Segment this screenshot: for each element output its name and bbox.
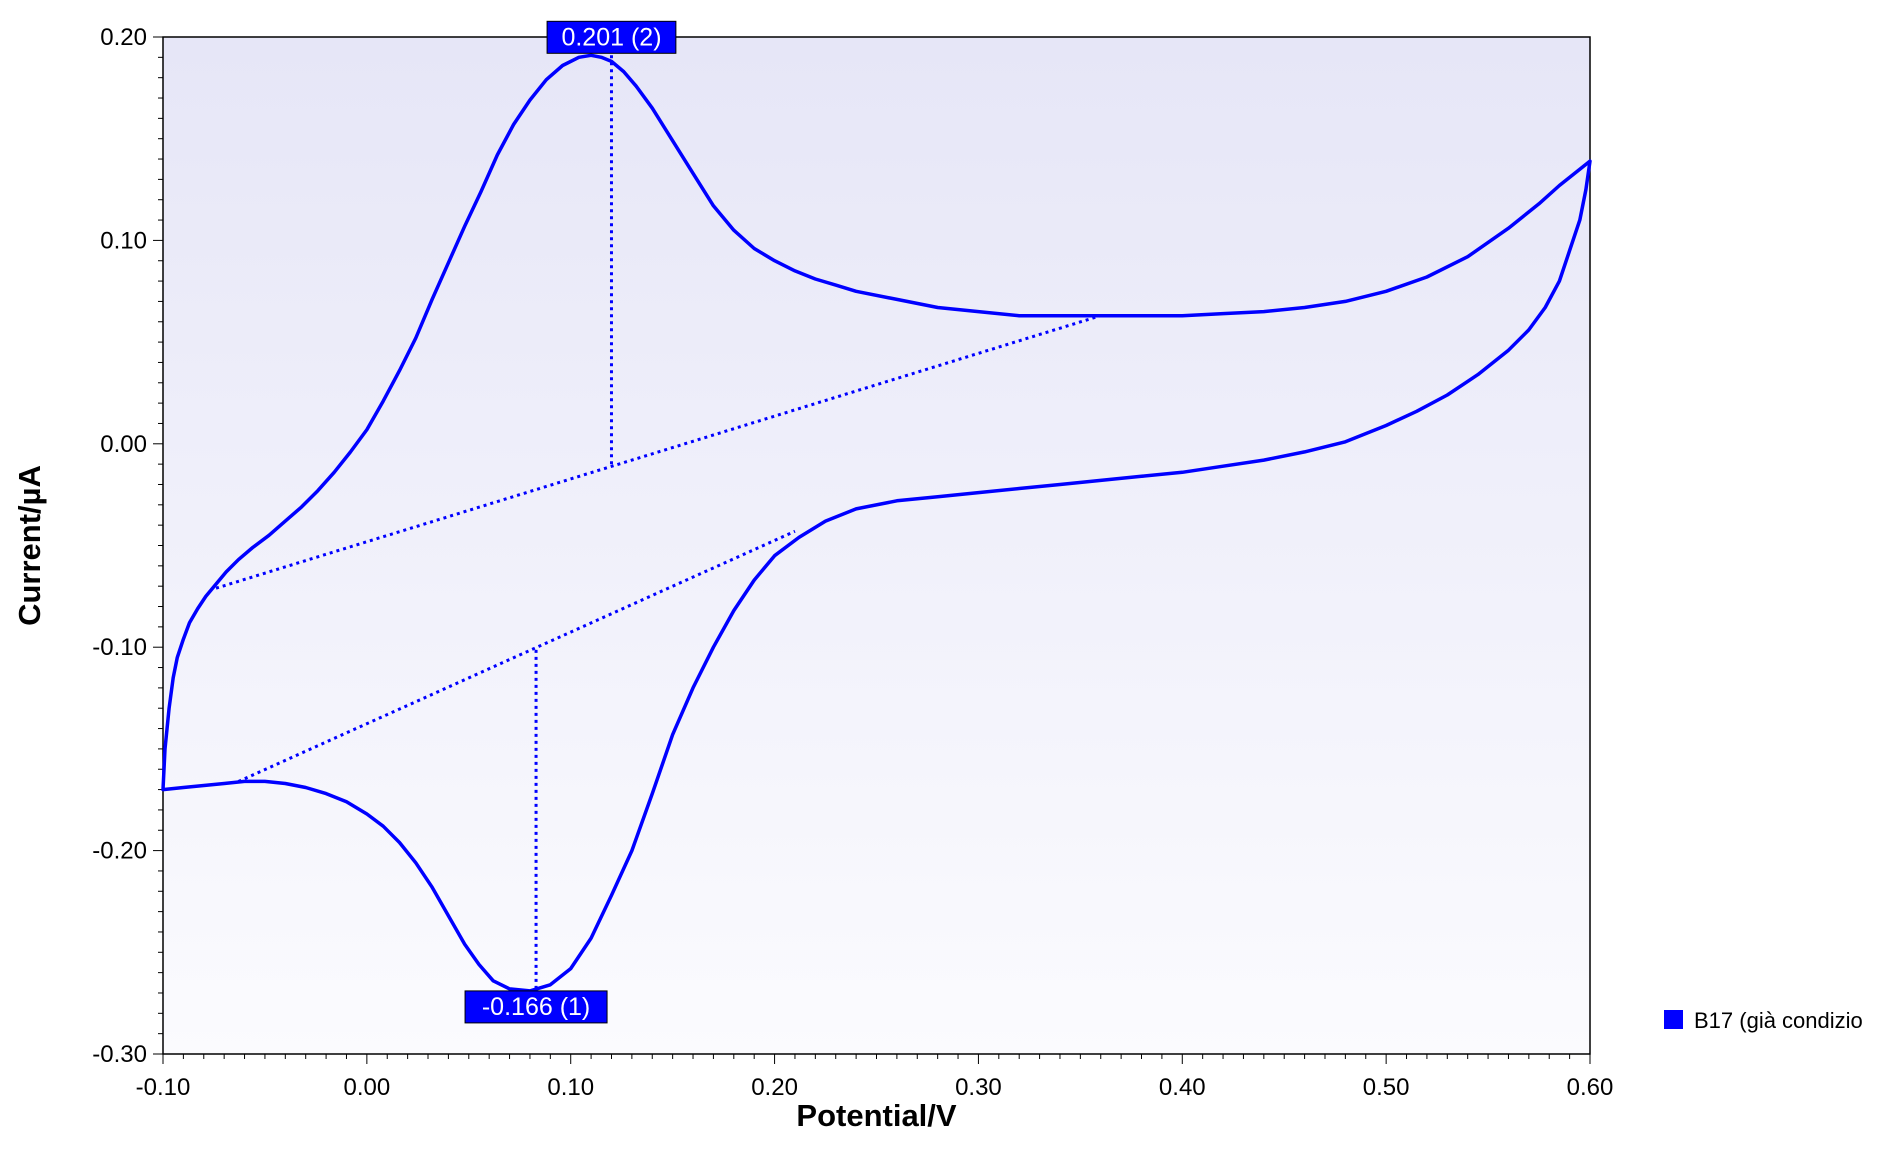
peak-annotation-label: -0.166 (1): [482, 993, 590, 1021]
x-tick-label: 0.50: [1363, 1074, 1410, 1101]
plot-area: [162, 36, 1591, 1055]
axis-layer: -0.10 0.00 0.10 0.20 0.30 0.40 0.50 0.60 0.20 0.1…: [92, 24, 1613, 1101]
y-tick-label: 0.10: [100, 227, 147, 254]
x-tick-label: -0.10: [136, 1074, 191, 1101]
y-tick-label: -0.10: [92, 634, 147, 661]
series-line: [161, 53, 1592, 993]
legend: B17 (già condizio: [1664, 1008, 1863, 1033]
legend-label: B17 (già condizio: [1694, 1008, 1863, 1033]
y-tick-label: -0.30: [92, 1041, 147, 1068]
y-tick-label: 0.00: [100, 431, 147, 458]
legend-swatch: [1664, 1010, 1683, 1029]
x-tick-label: 0.00: [343, 1074, 390, 1101]
x-tick-label: 0.40: [1159, 1074, 1206, 1101]
x-tick-label: 0.20: [751, 1074, 798, 1101]
x-axis-title: Potential/V: [796, 1098, 957, 1133]
x-tick-label: 0.30: [955, 1074, 1002, 1101]
x-tick-label: 0.10: [547, 1074, 594, 1101]
baseline-line: [215, 314, 1102, 590]
peak-annotation-label: 0.201 (2): [561, 23, 661, 51]
data-layer: [161, 53, 1592, 993]
peak-annotation-box: [464, 990, 608, 1024]
annotation-layer: 0.201 (2) -0.166 (1): [464, 20, 677, 1024]
y-tick-label: 0.20: [100, 24, 147, 51]
y-axis-title: Current/µA: [12, 465, 47, 626]
x-tick-label: 0.60: [1567, 1074, 1614, 1101]
y-tick-label: -0.20: [92, 838, 147, 865]
peak-annotation-box: [546, 20, 677, 54]
